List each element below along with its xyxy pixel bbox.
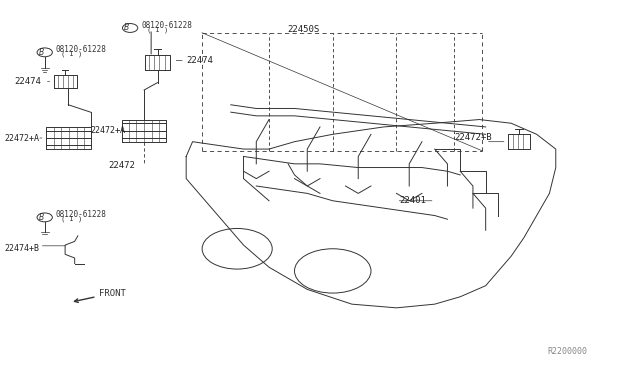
Text: FRONT: FRONT: [74, 289, 126, 302]
Text: ( I ): ( I ): [61, 216, 82, 222]
Text: 22472+A: 22472+A: [4, 134, 40, 142]
Text: 22450S: 22450S: [287, 25, 319, 33]
Text: 08120-61228: 08120-61228: [141, 20, 193, 29]
Text: 08120-61228: 08120-61228: [56, 210, 106, 219]
Text: 22472+B: 22472+B: [454, 133, 492, 142]
Text: ( I ): ( I ): [61, 51, 82, 57]
Text: 22474: 22474: [186, 56, 213, 65]
Text: 22401: 22401: [399, 196, 426, 205]
Text: 22472+A: 22472+A: [91, 126, 125, 135]
Text: B: B: [39, 48, 44, 57]
Text: 22472: 22472: [108, 161, 135, 170]
Text: B: B: [39, 213, 44, 222]
Text: 08120-61228: 08120-61228: [56, 45, 106, 54]
Text: B: B: [124, 23, 129, 32]
Text: ( I ): ( I ): [147, 26, 168, 33]
Text: R2200000: R2200000: [548, 347, 588, 356]
Text: 22474+B: 22474+B: [4, 244, 40, 253]
Text: 22474: 22474: [14, 77, 41, 86]
